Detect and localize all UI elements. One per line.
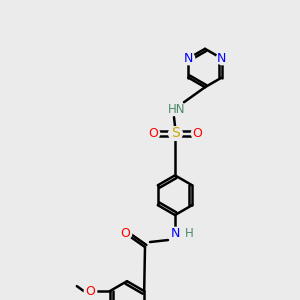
Text: H: H [185, 226, 194, 239]
Text: O: O [85, 285, 95, 298]
Text: HN: HN [168, 103, 186, 116]
Text: O: O [192, 127, 202, 140]
Text: N: N [170, 226, 180, 239]
Text: O: O [120, 226, 130, 239]
Text: S: S [171, 126, 179, 140]
Text: N: N [217, 52, 226, 65]
Text: O: O [148, 127, 158, 140]
Text: N: N [184, 52, 193, 65]
